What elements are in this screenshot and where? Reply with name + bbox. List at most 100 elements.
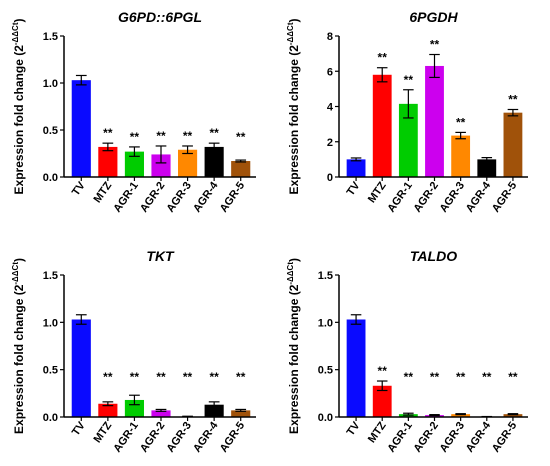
y-tick-label: 0.0 (43, 412, 58, 424)
bar-agr-2 (425, 65, 444, 177)
y-tick-label: 6 (327, 66, 333, 78)
x-tick-label: MTZ (366, 180, 389, 206)
y-tick-label: 1.0 (43, 317, 58, 329)
x-tick-label: AGR-4 (464, 419, 494, 455)
bar-tv (346, 319, 366, 417)
bar-tv (71, 80, 91, 177)
x-tick-label: AGR-3 (165, 420, 194, 455)
x-tick-label: AGR-5 (490, 180, 519, 215)
x-tick-label: TV (70, 179, 88, 198)
y-tick-label: 0.5 (43, 365, 58, 377)
y-tick-label: 1.5 (43, 31, 58, 43)
x-tick-label: AGR-2 (411, 420, 440, 455)
x-tick-label: TV (345, 179, 363, 198)
bar-tv (346, 159, 366, 177)
significance-label: ** (482, 370, 492, 384)
significance-label: ** (236, 130, 246, 144)
bar-agr-2 (151, 410, 171, 417)
x-tick-label: MTZ (92, 180, 115, 206)
significance-label: ** (430, 38, 440, 52)
significance-label: ** (156, 129, 166, 143)
bar-agr-3 (451, 135, 471, 177)
x-tick-label: AGR-4 (464, 179, 494, 215)
y-tick-label: 4 (327, 102, 334, 114)
significance-label: ** (130, 370, 140, 384)
y-tick-label: 1.5 (43, 270, 58, 282)
significance-label: ** (508, 370, 518, 384)
x-tick-label: AGR-2 (138, 180, 167, 215)
significance-label: ** (378, 51, 388, 65)
chart-panel-2: 6PGDH Expression fold change (2-ΔΔCt) 0 2 4 6… (286, 9, 528, 215)
bar-mtz (372, 74, 392, 177)
significance-label: ** (404, 370, 414, 384)
significance-label: ** (456, 115, 466, 129)
bar-agr-4 (204, 146, 224, 177)
chart-panel-4: TALDO Expression fold change (2-ΔΔCt) 0.0 0… (286, 248, 528, 455)
chart-title: TALDO (410, 248, 457, 264)
significance-label: ** (156, 370, 166, 384)
bar-agr-5 (503, 112, 523, 177)
x-tick-label: TV (345, 419, 363, 438)
bar-agr-1 (124, 151, 144, 177)
y-axis-label: Expression fold change (2-ΔΔCt) (286, 258, 301, 434)
x-tick-label: MTZ (366, 420, 389, 446)
chart-title: TKT (146, 248, 175, 264)
significance-label: ** (103, 126, 113, 140)
x-tick-label: AGR-4 (191, 179, 221, 215)
y-axis-label: Expression fold change (2-ΔΔCt) (286, 19, 301, 195)
significance-label: ** (456, 370, 466, 384)
bar-tv (71, 319, 91, 417)
x-tick-label: AGR-5 (218, 180, 247, 215)
y-axis-label: Expression fold change (2-ΔΔCt) (11, 258, 26, 434)
significance-label: ** (103, 370, 113, 384)
x-tick-label: AGR-1 (111, 420, 140, 455)
bar-agr-5 (231, 161, 251, 177)
x-tick-label: AGR-5 (490, 420, 519, 455)
y-tick-label: 0 (327, 172, 333, 184)
chart-title: 6PGDH (409, 9, 458, 25)
x-tick-label: AGR-4 (191, 419, 221, 455)
bar-agr-2 (151, 154, 171, 177)
y-tick-label: 8 (327, 31, 333, 43)
bar-mtz (98, 146, 118, 177)
y-tick-label: 2 (327, 137, 333, 149)
y-tick-label: 1.5 (318, 270, 333, 282)
significance-label: ** (508, 92, 518, 106)
significance-label: ** (209, 370, 219, 384)
bar-mtz (372, 385, 392, 417)
significance-label: ** (209, 126, 219, 140)
y-tick-label: 1.0 (318, 317, 333, 329)
x-tick-label: AGR-1 (385, 180, 414, 215)
y-tick-label: 0.0 (318, 412, 333, 424)
y-axis-label: Expression fold change (2-ΔΔCt) (11, 19, 26, 195)
significance-label: ** (183, 370, 193, 384)
bar-agr-3 (451, 414, 471, 417)
chart-panel-3: TKT Expression fold change (2-ΔΔCt) 0.0 0.5… (11, 248, 256, 455)
bar-mtz (98, 403, 118, 417)
x-tick-label: AGR-2 (411, 180, 440, 215)
y-tick-label: 0.5 (43, 125, 58, 137)
y-tick-label: 0.5 (318, 365, 333, 377)
x-tick-label: AGR-3 (165, 180, 194, 215)
x-tick-label: AGR-3 (438, 180, 467, 215)
bar-agr-3 (178, 149, 198, 177)
significance-label: ** (130, 130, 140, 144)
x-tick-label: AGR-1 (385, 420, 414, 455)
significance-label: ** (378, 364, 388, 378)
significance-label: ** (183, 129, 193, 143)
bar-agr-1 (398, 103, 418, 177)
bar-agr-5 (231, 410, 251, 417)
y-tick-label: 1.0 (43, 78, 58, 90)
chart-title: G6PD::6PGL (118, 9, 202, 25)
x-tick-label: AGR-3 (438, 420, 467, 455)
significance-label: ** (430, 370, 440, 384)
x-tick-label: AGR-1 (111, 180, 140, 215)
bar-agr-5 (503, 414, 523, 417)
y-tick-label: 0.0 (43, 172, 58, 184)
x-tick-label: MTZ (92, 420, 115, 446)
x-tick-label: AGR-2 (138, 420, 167, 455)
x-tick-label: TV (70, 419, 88, 438)
